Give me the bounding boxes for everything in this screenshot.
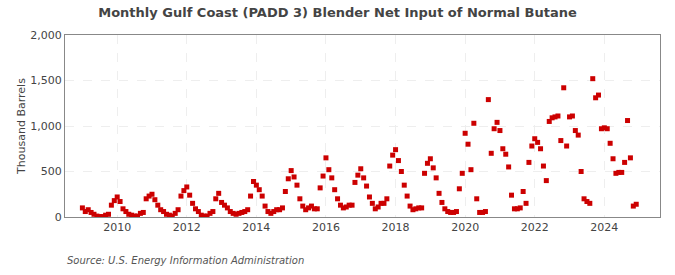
svg-text:2016: 2016 <box>312 221 340 234</box>
svg-text:2012: 2012 <box>173 221 201 234</box>
svg-text:2022: 2022 <box>521 221 549 234</box>
svg-text:2014: 2014 <box>242 221 270 234</box>
svg-text:Source: U.S. Energy Informatio: Source: U.S. Energy Information Administ… <box>67 255 304 266</box>
svg-text:1,500: 1,500 <box>30 74 62 87</box>
svg-text:2020: 2020 <box>451 221 479 234</box>
svg-text:2018: 2018 <box>382 221 410 234</box>
svg-text:1,000: 1,000 <box>30 120 62 133</box>
svg-text:2010: 2010 <box>103 221 131 234</box>
svg-text:2024: 2024 <box>590 221 618 234</box>
svg-text:Thousand Barrels: Thousand Barrels <box>15 78 28 175</box>
svg-text:2,000: 2,000 <box>30 29 62 42</box>
svg-text:0: 0 <box>55 211 62 224</box>
svg-text:Monthly Gulf Coast (PADD 3) Bl: Monthly Gulf Coast (PADD 3) Blender Net … <box>98 5 577 20</box>
svg-text:500: 500 <box>41 165 62 178</box>
